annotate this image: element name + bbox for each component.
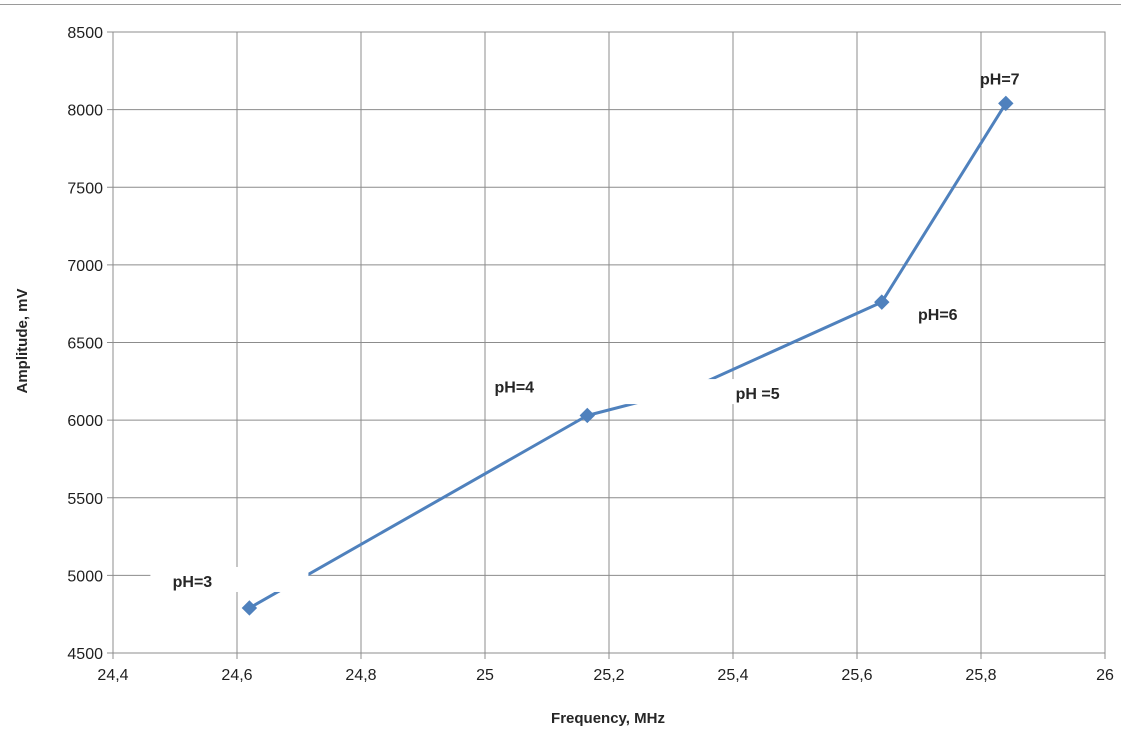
x-tick-label: 25,8	[965, 667, 996, 684]
point-label: pH=6	[918, 307, 958, 324]
data-point	[998, 95, 1014, 112]
x-tick-label: 25,2	[593, 667, 624, 684]
y-tick-label: 5500	[67, 491, 103, 508]
point-label-background	[624, 379, 819, 405]
y-tick-label: 5000	[67, 568, 103, 585]
point-label-background	[150, 566, 309, 592]
data-point	[579, 407, 596, 424]
x-tick-label: 24,6	[221, 667, 252, 684]
y-axis-title: Amplitude, mV	[14, 288, 31, 393]
x-axis: 24,4 24,6 24,8 25 25,2 25,4 25,6 25,8 26	[97, 653, 1114, 684]
x-axis-title: Frequency, MHz	[551, 710, 665, 727]
data-point	[874, 294, 890, 310]
series-line	[248, 102, 1008, 610]
y-tick-label: 8000	[67, 103, 103, 120]
point-label: pH =5	[736, 386, 780, 403]
data-series	[241, 95, 1014, 616]
y-tick-label: 7500	[67, 180, 103, 197]
data-point	[241, 600, 258, 616]
y-tick-label: 4500	[67, 646, 103, 663]
y-tick-label: 6500	[67, 336, 103, 353]
y-tick-label: 7000	[67, 258, 103, 275]
x-tick-label: 26	[1096, 667, 1114, 684]
x-tick-label: 25,6	[841, 667, 872, 684]
x-tick-label: 25,4	[717, 667, 748, 684]
x-tick-label: 24,4	[97, 667, 128, 684]
x-tick-label: 24,8	[345, 667, 376, 684]
y-axis: 4500 5000 5500 6000 6500 7000 7500 8000 8500	[67, 25, 113, 663]
point-label: pH=4	[495, 379, 535, 396]
point-label: pH=7	[980, 71, 1020, 88]
y-tick-label: 8500	[67, 25, 103, 42]
gridlines	[112, 31, 1106, 654]
y-tick-label: 6000	[67, 413, 103, 430]
x-tick-label: 25	[476, 667, 494, 684]
point-labels: pH=3 pH=4 pH =5 pH=6 pH=7	[150, 71, 1020, 592]
point-label: pH=3	[173, 574, 213, 591]
